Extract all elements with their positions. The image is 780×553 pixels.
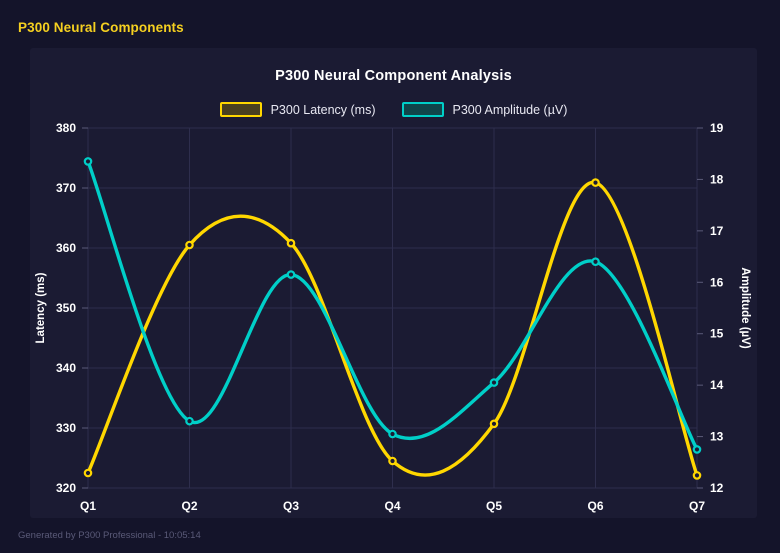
svg-text:18: 18 [710,172,724,186]
svg-text:15: 15 [710,327,724,341]
app-header-title: P300 Neural Components [18,20,184,35]
svg-text:14: 14 [710,378,724,392]
svg-text:19: 19 [710,121,724,135]
legend-label-latency: P300 Latency (ms) [270,102,376,117]
legend-item-amplitude[interactable]: P300 Amplitude (µV) [401,102,568,117]
footer-status-text: Generated by P300 Professional - 10:05:1… [18,530,201,541]
svg-text:360: 360 [56,241,76,255]
svg-text:370: 370 [56,181,76,195]
legend-swatch-amplitude [401,102,444,117]
right-axis-ticks: 12 13 14 15 16 17 18 19 [697,121,724,495]
svg-text:Q5: Q5 [486,499,502,513]
series-amplitude [83,157,702,454]
svg-text:16: 16 [710,275,724,289]
svg-text:Q3: Q3 [283,499,299,513]
svg-text:12: 12 [710,481,724,495]
svg-text:13: 13 [710,430,724,444]
series-latency [83,178,702,480]
svg-text:Q1: Q1 [80,499,96,513]
svg-text:350: 350 [56,301,76,315]
x-axis-ticks: Q1 Q2 Q3 Q4 Q5 Q6 Q7 [80,499,705,513]
legend-item-latency[interactable]: P300 Latency (ms) [219,102,376,117]
chart-panel: P300 Neural Component Analysis P300 Late… [30,48,757,518]
svg-text:Q4: Q4 [384,499,400,513]
svg-text:Q2: Q2 [181,499,197,513]
svg-text:Q7: Q7 [689,499,705,513]
svg-text:340: 340 [56,361,76,375]
left-axis-title: Latency (ms) [35,272,47,343]
svg-text:Q6: Q6 [587,499,603,513]
chart-legend: P300 Latency (ms) P300 Amplitude (µV) [30,102,757,117]
svg-text:330: 330 [56,421,76,435]
right-axis-title: Amplitude (µV) [739,267,751,349]
legend-label-amplitude: P300 Amplitude (µV) [452,102,568,117]
left-axis-ticks: 320 330 340 350 360 370 380 [56,121,88,495]
svg-text:320: 320 [56,481,76,495]
svg-text:17: 17 [710,224,724,238]
legend-swatch-latency [219,102,262,117]
chart-title: P300 Neural Component Analysis [275,68,512,84]
svg-text:380: 380 [56,121,76,135]
